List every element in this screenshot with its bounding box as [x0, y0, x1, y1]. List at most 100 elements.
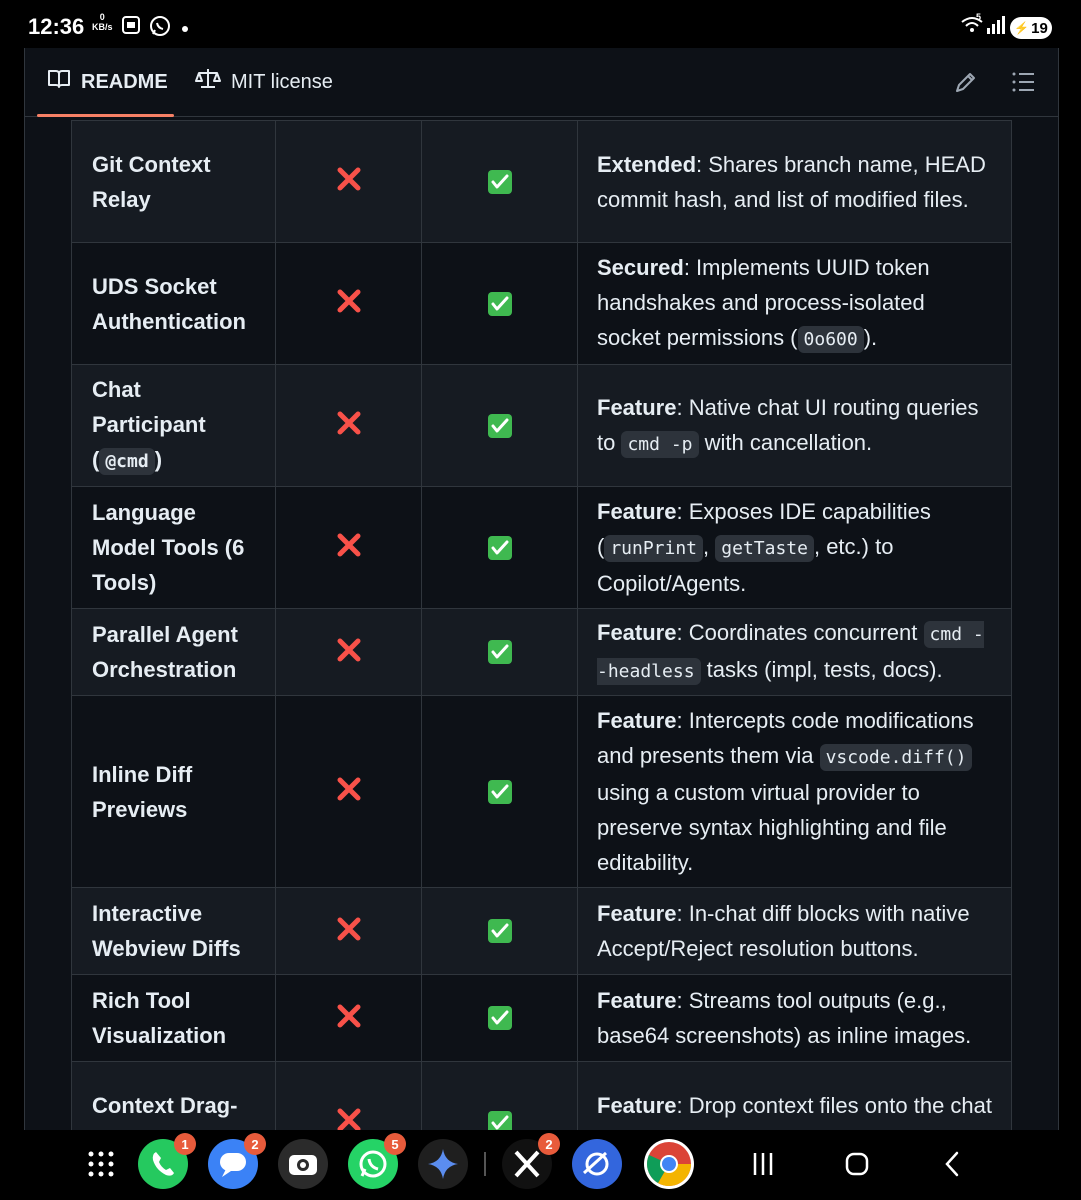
check-mark-icon [487, 169, 512, 194]
cell-yes [421, 974, 578, 1062]
camera-app[interactable] [278, 1139, 328, 1189]
dock-divider [484, 1152, 486, 1176]
cross-mark-icon [335, 1002, 363, 1035]
desc-text: with cancellation. [698, 429, 873, 455]
home-button[interactable] [840, 1147, 874, 1181]
feature-description: Feature: Exposes IDE capabilities (runPr… [577, 486, 1012, 609]
cell-no [275, 1061, 422, 1130]
feature-description: Extended: Shares branch name, HEAD commi… [577, 120, 1012, 243]
cell-no [275, 486, 422, 609]
table-row: Inline Diff Previews Feature: Intercepts… [71, 695, 1012, 888]
app-drawer-button[interactable] [76, 1139, 126, 1189]
whatsapp-icon [348, 1150, 398, 1193]
table-row: Rich Tool Visualization Feature: Streams… [71, 974, 1012, 1062]
desc-lead: Feature [597, 988, 677, 1013]
inline-code: 0o600 [797, 326, 864, 353]
book-icon [47, 68, 71, 96]
desc-text: : Intercepts code modifications and pres… [597, 708, 974, 768]
back-chevron-icon [936, 1151, 970, 1185]
cell-yes [421, 695, 578, 888]
feature-name: Interactive Webview Diffs [71, 887, 276, 975]
whatsapp-app[interactable]: 5 [348, 1133, 406, 1189]
home-icon [840, 1152, 874, 1185]
feature-name: Rich Tool Visualization [71, 974, 276, 1062]
table-row: Context Drag-and-Drop Feature: Drop cont… [71, 1061, 1012, 1131]
wifi-icon [960, 14, 984, 41]
desc-lead: Feature [597, 1092, 677, 1118]
wifi-band: 5 [976, 12, 982, 22]
phone-app[interactable]: 1 [138, 1133, 196, 1189]
cross-mark-icon [335, 636, 363, 669]
check-mark-icon [487, 413, 512, 438]
desc-text: tasks (impl, tests, docs). [700, 657, 943, 682]
tab-readme-label: README [81, 70, 168, 93]
desc-text: : Implements UUID token handshakes and p… [597, 255, 930, 350]
gemini-app[interactable] [418, 1139, 468, 1189]
feature-description: Feature: Intercepts code modifications a… [577, 695, 1012, 888]
desc-text: : Coordinates concurrent [676, 620, 924, 645]
cell-no [275, 887, 422, 975]
desc-text: : In-chat diff blocks with native Accept… [597, 901, 970, 961]
feature-name: Git Context Relay [71, 120, 276, 243]
cross-mark-icon [335, 287, 363, 320]
cross-mark-icon [335, 531, 363, 564]
notification-dot [182, 26, 188, 32]
feature-description: Feature: Coordinates concurrent cmd --he… [577, 608, 1012, 696]
check-mark-icon [487, 1110, 512, 1130]
battery-bolt-icon: ⚡ [1014, 21, 1030, 35]
desc-text: : Native chat UI routing queries to [597, 394, 979, 455]
inline-code: getTaste [715, 535, 814, 562]
x-logo-icon [502, 1150, 552, 1193]
desc-text: : Shares branch name, HEAD commit hash, … [597, 151, 986, 212]
table-row: Language Model Tools (6 Tools) Feature: … [71, 486, 1012, 609]
outline-button[interactable] [1008, 67, 1038, 97]
cell-no [275, 120, 422, 243]
feature-description: Feature: Streams tool outputs (e.g., bas… [577, 974, 1012, 1062]
x-app[interactable]: 2 [502, 1133, 560, 1189]
whatsapp-notification-icon [148, 14, 172, 43]
table-row: Interactive Webview Diffs Feature: In-ch… [71, 887, 1012, 975]
camera-icon [278, 1155, 328, 1193]
desc-text: , etc.) to Copilot/Agents. [597, 534, 894, 596]
feature-name-text: Chat Participant ( [92, 377, 206, 472]
readme-tabbar: README MIT license [25, 48, 1058, 117]
assistant-icon [572, 1151, 622, 1193]
messages-app[interactable]: 2 [208, 1133, 266, 1189]
cell-no [275, 364, 422, 487]
cross-mark-icon [335, 165, 363, 198]
recents-button[interactable] [746, 1147, 780, 1181]
cell-yes [421, 608, 578, 696]
chrome-app[interactable] [644, 1139, 694, 1189]
battery-indicator: ⚡ 19 [1010, 17, 1052, 39]
cell-no [275, 974, 422, 1062]
feature-name: Inline Diff Previews [71, 695, 276, 888]
back-button[interactable] [936, 1147, 970, 1181]
desc-lead: Feature [597, 708, 677, 733]
pencil-icon [951, 73, 981, 101]
edit-file-button[interactable] [951, 67, 981, 97]
cell-yes [421, 120, 578, 243]
readme-panel: README MIT license Git Context Relay Ext… [24, 48, 1059, 1130]
battery-level: 19 [1031, 19, 1048, 37]
cell-yes [421, 887, 578, 975]
desc-lead: Feature [597, 394, 677, 420]
tab-license[interactable]: MIT license [195, 48, 333, 116]
cell-no [275, 242, 422, 365]
assistant-app[interactable] [572, 1139, 622, 1189]
whatsapp-badge: 5 [384, 1133, 406, 1155]
cell-yes [421, 242, 578, 365]
feature-name: Language Model Tools (6 Tools) [71, 486, 276, 609]
desc-lead: Feature [597, 901, 677, 926]
desc-text: : Drop context files onto the chat to au… [597, 1092, 992, 1131]
messages-badge: 2 [244, 1133, 266, 1155]
cell-yes [421, 1061, 578, 1130]
feature-name: Context Drag-and-Drop [71, 1061, 276, 1130]
desc-text: : Exposes IDE capabilities ( [597, 499, 931, 559]
check-mark-icon [487, 640, 512, 664]
data-rate-unit: KB/s [92, 22, 113, 32]
status-bar: 12:36 0 KB/s 5 ⚡ 19 [0, 0, 1081, 56]
tab-readme[interactable]: README [47, 48, 168, 116]
x-badge: 2 [538, 1133, 560, 1155]
tab-license-label: MIT license [231, 70, 333, 93]
navigation-bar: 1 2 5 2 [0, 1130, 1081, 1200]
